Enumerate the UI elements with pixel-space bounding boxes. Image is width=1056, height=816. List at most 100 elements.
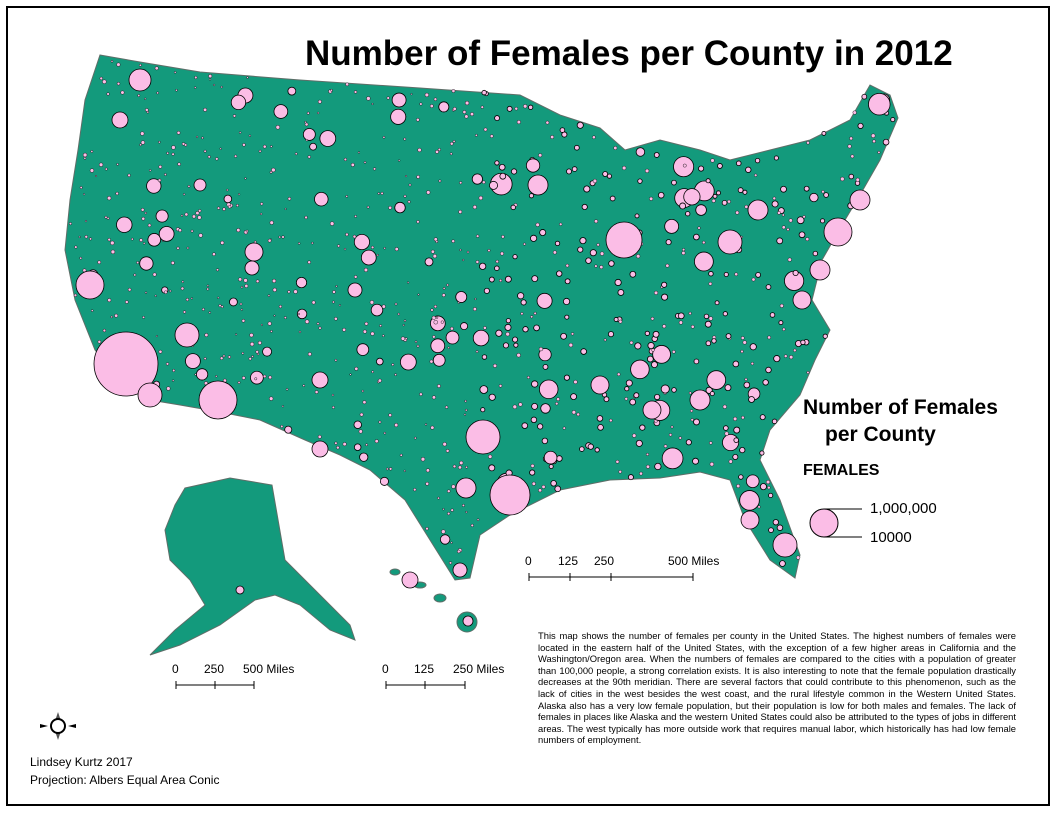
county-symbol	[470, 112, 474, 117]
county-symbol	[682, 163, 687, 168]
county-symbol	[565, 263, 570, 268]
county-symbol	[475, 260, 480, 264]
county-symbol	[661, 447, 684, 470]
county-symbol	[644, 330, 650, 336]
county-symbol	[498, 163, 506, 171]
county-symbol	[492, 363, 497, 368]
county-symbol	[172, 379, 175, 382]
county-symbol	[646, 464, 650, 469]
county-symbol	[219, 356, 224, 360]
projection-note: Projection: Albers Equal Area Conic	[30, 773, 220, 787]
county-symbol	[514, 106, 518, 111]
county-symbol	[359, 452, 369, 462]
legend-title: Number of Females per County	[803, 394, 998, 448]
county-symbol	[363, 161, 367, 164]
county-symbol	[83, 157, 87, 160]
county-symbol	[538, 347, 544, 352]
county-symbol	[749, 343, 757, 351]
county-symbol	[345, 232, 349, 237]
county-symbol	[459, 248, 462, 252]
county-symbol	[311, 241, 314, 245]
county-symbol	[197, 215, 202, 220]
county-symbol	[665, 239, 672, 246]
county-symbol	[273, 104, 289, 119]
county-symbol	[187, 185, 191, 188]
county-symbol	[149, 169, 152, 172]
county-symbol	[263, 374, 267, 379]
county-symbol	[776, 524, 784, 531]
county-symbol	[624, 397, 628, 401]
county-symbol	[206, 284, 209, 287]
county-symbol	[342, 442, 347, 447]
county-symbol	[455, 477, 477, 499]
county-symbol	[479, 262, 487, 270]
county-symbol	[762, 379, 769, 386]
county-symbol	[657, 191, 665, 199]
county-symbol	[106, 217, 110, 220]
county-symbol	[548, 464, 554, 470]
county-symbol	[788, 218, 793, 223]
county-symbol	[613, 146, 618, 150]
county-symbol	[139, 143, 142, 147]
county-symbol	[622, 165, 627, 171]
county-symbol	[649, 196, 654, 201]
county-symbol	[379, 476, 389, 486]
county-symbol	[136, 261, 140, 264]
county-symbol	[579, 237, 587, 245]
county-symbol	[244, 177, 247, 180]
county-symbol	[198, 380, 238, 420]
county-symbol	[709, 441, 713, 445]
county-symbol	[533, 311, 537, 315]
county-symbol	[711, 198, 716, 203]
county-symbol	[154, 66, 159, 71]
county-symbol	[665, 263, 670, 268]
map-description: This map shows the number of females per…	[538, 630, 1016, 746]
county-symbol	[462, 258, 465, 262]
county-symbol	[772, 196, 776, 201]
county-symbol	[772, 519, 779, 526]
county-symbol	[424, 257, 434, 267]
county-symbol	[377, 192, 380, 195]
county-symbol	[754, 173, 758, 177]
county-symbol	[382, 334, 385, 337]
county-symbol	[647, 355, 654, 363]
county-symbol	[748, 396, 755, 403]
county-symbol	[165, 362, 170, 366]
county-symbol	[451, 89, 456, 93]
county-symbol	[206, 287, 210, 291]
county-symbol	[174, 71, 177, 74]
county-symbol	[540, 403, 551, 414]
county-symbol	[127, 173, 131, 177]
county-symbol	[207, 155, 211, 159]
county-symbol	[278, 235, 281, 239]
county-symbol	[607, 331, 615, 338]
county-symbol	[589, 249, 597, 257]
county-symbol	[400, 336, 406, 341]
county-symbol	[554, 485, 562, 493]
county-symbol	[852, 110, 857, 115]
county-symbol	[459, 460, 464, 465]
county-symbol	[705, 178, 711, 184]
county-symbol	[192, 214, 196, 219]
county-symbol	[750, 362, 754, 366]
county-symbol	[220, 85, 223, 89]
county-symbol	[550, 480, 557, 487]
county-symbol	[403, 194, 407, 198]
county-symbol	[882, 138, 890, 146]
county-symbol	[353, 90, 358, 94]
county-symbol	[334, 358, 338, 362]
county-symbol	[79, 186, 83, 189]
county-symbol	[689, 389, 711, 411]
county-symbol	[169, 289, 172, 293]
county-symbol	[646, 452, 649, 456]
county-symbol	[302, 128, 316, 141]
county-symbol	[535, 222, 540, 227]
county-symbol	[228, 205, 232, 209]
county-symbol	[805, 237, 810, 242]
county-symbol	[599, 265, 604, 270]
county-symbol	[442, 287, 446, 290]
county-symbol	[285, 388, 289, 391]
county-symbol	[83, 193, 86, 196]
county-symbol	[594, 447, 600, 453]
county-symbol	[201, 307, 205, 311]
